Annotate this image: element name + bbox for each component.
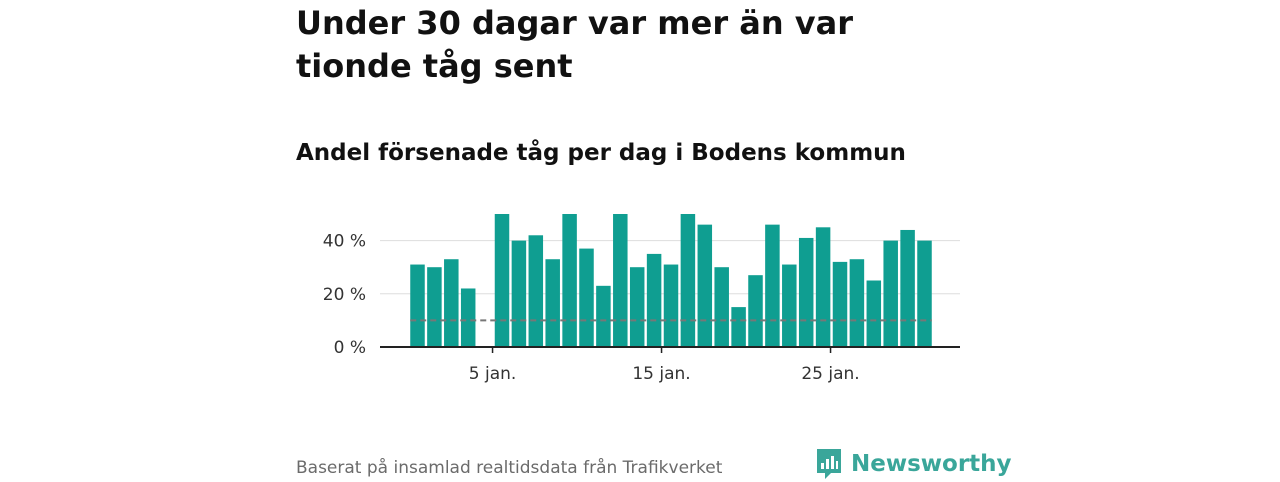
bar (900, 229, 915, 347)
bar (832, 261, 848, 347)
chart-card: Under 30 dagar var mer än var tionde tåg… (296, 0, 1012, 480)
y-tick-label: 40 % (323, 232, 366, 252)
bar (528, 235, 544, 347)
x-tick-label: 5 jan. (469, 364, 517, 384)
x-tick-label: 25 jan. (801, 364, 859, 384)
source-note: Baserat på insamlad realtidsdata från Tr… (296, 458, 723, 478)
bar (731, 307, 746, 347)
bar (579, 248, 594, 347)
y-tick-label: 0 % (334, 338, 366, 358)
chart-subtitle: Andel försenade tåg per dag i Bodens kom… (296, 140, 906, 166)
x-tick-label: 15 jan. (632, 364, 690, 384)
logo-text: Newsworthy (851, 451, 1012, 477)
bar (460, 288, 476, 347)
bar (629, 267, 645, 347)
bar (917, 240, 932, 347)
axes: 0 % 20 % 40 % 5 jan. 15 jan. 25 jan. (323, 232, 960, 384)
bar (613, 214, 628, 347)
bar (815, 227, 831, 347)
bar (866, 280, 882, 347)
bar (545, 259, 560, 347)
bar (765, 224, 780, 347)
bar (646, 253, 662, 347)
bar (798, 237, 814, 347)
bar (714, 267, 729, 347)
bar (494, 214, 510, 347)
bar (511, 240, 527, 347)
bar (427, 267, 442, 347)
newsworthy-logo[interactable]: Newsworthy (815, 446, 1012, 482)
chart-title: Under 30 dagar var mer än var tionde tåg… (296, 4, 853, 85)
bar (562, 214, 577, 347)
bar (782, 264, 797, 347)
bar (849, 259, 865, 347)
bar (444, 259, 459, 347)
bar (748, 275, 763, 347)
bar (680, 214, 696, 347)
bar (596, 285, 611, 347)
bar (663, 264, 679, 347)
bar-chart: 0 % 20 % 40 % 5 jan. 15 jan. 25 jan. (323, 214, 960, 384)
y-tick-label: 20 % (323, 285, 366, 305)
bars (410, 214, 932, 347)
newsworthy-logo-icon (817, 449, 841, 479)
bar (697, 224, 713, 347)
bar (410, 264, 425, 347)
bar (883, 240, 898, 347)
